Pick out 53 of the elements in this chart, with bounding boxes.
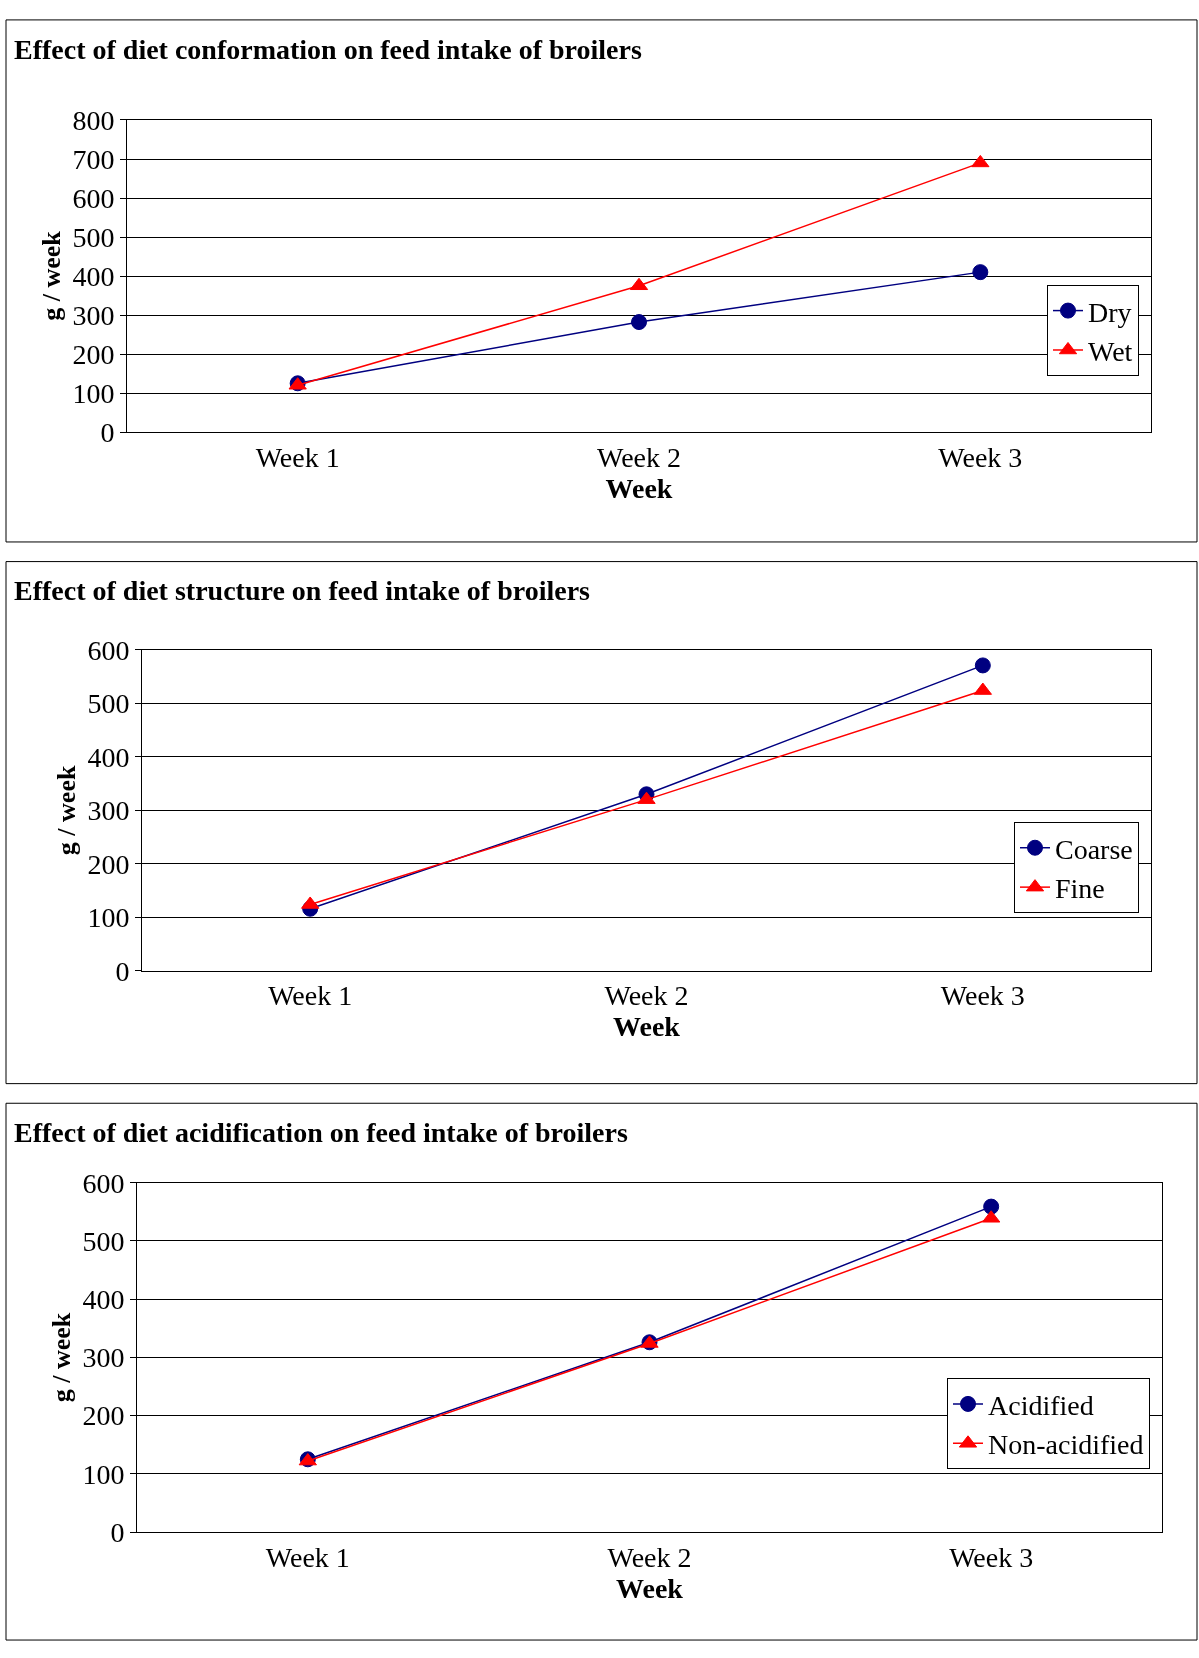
point <box>974 657 991 674</box>
y-tick-label: 100 <box>72 377 115 409</box>
y-tick-label: 400 <box>72 260 115 292</box>
x-tick-label: Week 2 <box>604 980 689 1012</box>
y-tick-label: 800 <box>72 104 115 136</box>
x-tick-label: Week 1 <box>255 441 340 473</box>
y-tick-label: 600 <box>82 1167 125 1199</box>
chart-title: Effect of diet acidification on feed intake of broilers <box>14 1117 628 1148</box>
chart-title: Effect of diet conformation on feed intake of broilers <box>14 34 642 65</box>
x-axis-title: Week <box>605 472 673 504</box>
y-tick-label: 300 <box>82 1342 125 1374</box>
y-tick-label: 0 <box>110 1516 125 1548</box>
y-tick-label: 600 <box>87 634 130 666</box>
point <box>972 264 989 281</box>
y-tick-label: 200 <box>72 338 115 370</box>
y-tick-label: 500 <box>82 1225 125 1257</box>
y-tick-label: 0 <box>100 416 115 448</box>
y-tick-label: 300 <box>72 299 115 331</box>
legend-label: Acidified <box>988 1389 1094 1421</box>
y-axis-title: g / week <box>51 765 81 856</box>
point <box>971 154 990 168</box>
y-tick-label: 100 <box>87 902 130 934</box>
y-tick-label: 200 <box>82 1400 125 1432</box>
x-tick-label: Week 2 <box>596 441 682 473</box>
x-tick-label: Week 3 <box>940 980 1025 1012</box>
y-tick-label: 500 <box>87 688 130 720</box>
x-axis-title: Week <box>616 1572 684 1604</box>
y-tick-label: 600 <box>72 182 115 214</box>
y-tick-label: 400 <box>82 1284 125 1315</box>
y-tick-label: 100 <box>82 1458 125 1490</box>
point <box>629 277 649 291</box>
legend-label: Coarse <box>1055 833 1133 865</box>
y-axis-title: g / week <box>46 1312 76 1403</box>
y-tick-label: 0 <box>115 955 130 987</box>
y-tick-label: 500 <box>72 221 115 253</box>
x-tick-label: Week 1 <box>265 1541 350 1573</box>
x-tick-label: Week 2 <box>607 1541 692 1573</box>
y-tick-label: 200 <box>87 848 130 880</box>
point <box>983 1198 1000 1215</box>
legend-label: Fine <box>1055 873 1105 905</box>
y-axis-title: g / week <box>36 230 66 321</box>
y-tick-label: 400 <box>87 741 130 773</box>
x-tick-label: Week 3 <box>938 441 1023 473</box>
x-tick-label: Week 1 <box>268 980 353 1012</box>
x-tick-label: Week 3 <box>949 1541 1034 1573</box>
legend-label: Wet <box>1088 335 1133 367</box>
x-axis-title: Week <box>613 1011 681 1043</box>
y-tick-label: 700 <box>72 143 115 175</box>
point <box>631 314 647 331</box>
legend-label: Dry <box>1088 296 1132 328</box>
chart-title: Effect of diet structure on feed intake of broilers <box>14 575 591 606</box>
legend-label: Non-acidified <box>988 1429 1144 1461</box>
y-tick-label: 300 <box>87 795 130 827</box>
